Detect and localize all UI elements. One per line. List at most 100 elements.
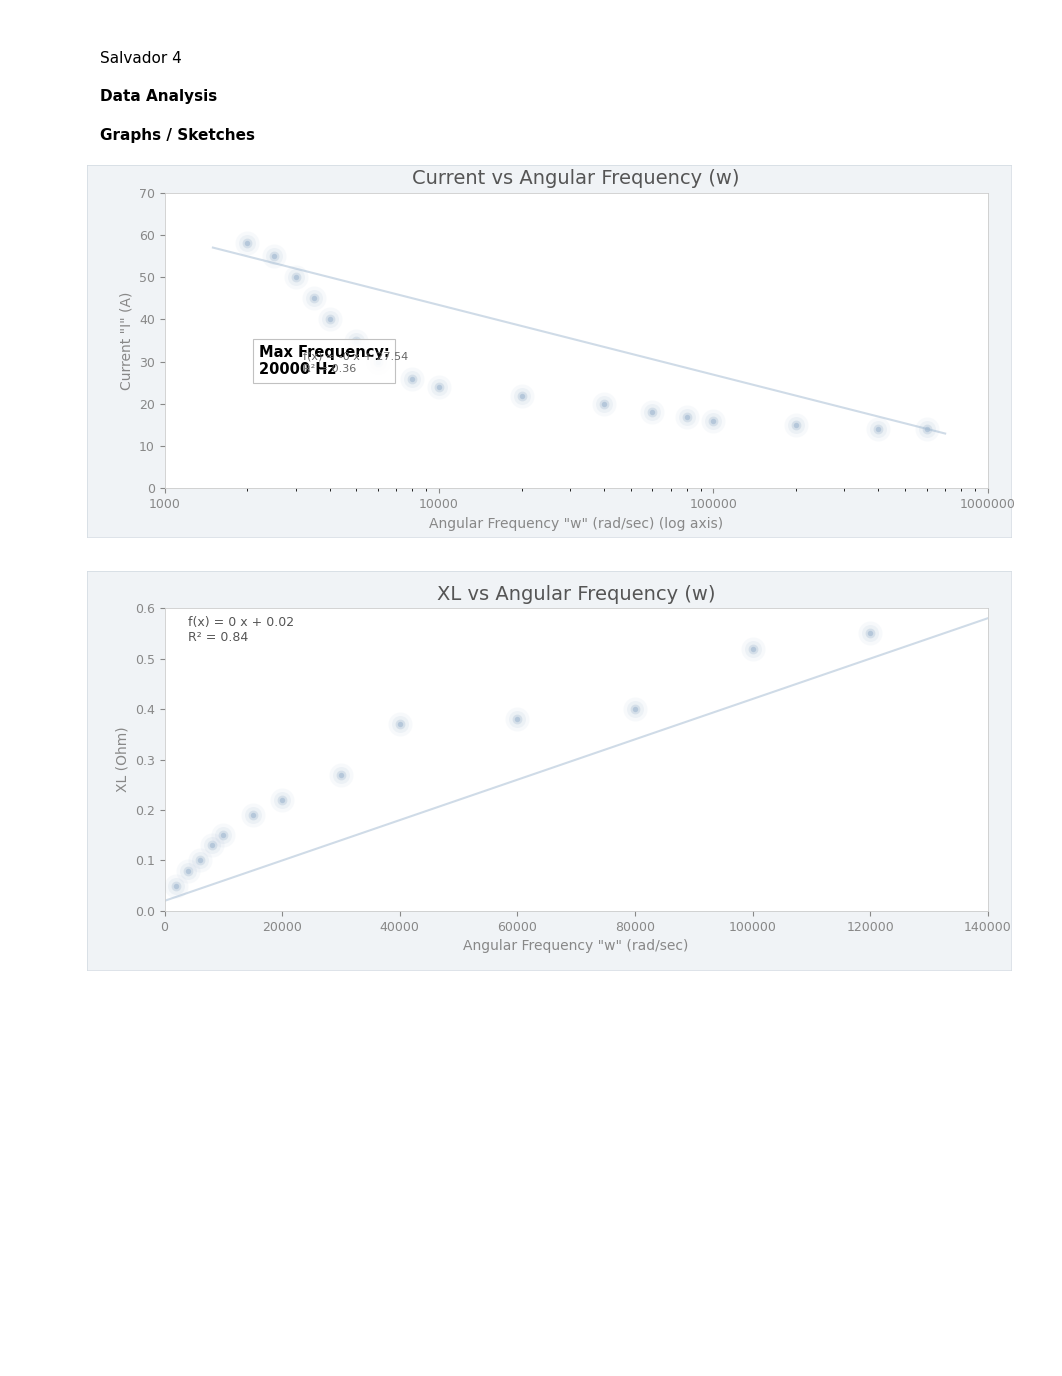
Point: [391, 713, 408, 735]
Text: R² = 0.36: R² = 0.36: [303, 365, 356, 374]
Y-axis label: XL (Ohm): XL (Ohm): [116, 727, 130, 793]
Point: [861, 622, 878, 644]
Point: [215, 824, 232, 846]
Point: [644, 402, 661, 424]
Point: [306, 288, 323, 310]
Text: f(x) = 0 x + 0.02
R² = 0.84: f(x) = 0 x + 0.02 R² = 0.84: [188, 616, 294, 644]
Point: [679, 406, 696, 428]
Point: [513, 384, 530, 406]
Point: [430, 376, 447, 398]
Point: [179, 860, 196, 882]
Point: [596, 394, 613, 416]
Point: [168, 875, 185, 897]
Text: Max Frequency:
20000 Hz: Max Frequency: 20000 Hz: [258, 345, 390, 377]
Point: [215, 824, 232, 846]
Point: [191, 849, 208, 871]
Point: [239, 233, 256, 255]
Point: [919, 418, 936, 440]
Point: [370, 351, 387, 373]
Point: [203, 834, 220, 856]
Point: [274, 788, 291, 810]
Point: [191, 849, 208, 871]
Point: [404, 367, 421, 389]
Point: [509, 709, 526, 731]
Point: [404, 367, 421, 389]
Point: [404, 367, 421, 389]
Point: [274, 788, 291, 810]
Point: [266, 245, 282, 267]
Point: [306, 288, 323, 310]
Point: [509, 709, 526, 731]
Point: [391, 713, 408, 735]
Point: [179, 860, 196, 882]
Point: [370, 351, 387, 373]
Point: [644, 402, 661, 424]
Point: [266, 245, 282, 267]
Point: [306, 288, 323, 310]
Point: [348, 329, 365, 351]
Y-axis label: Current "I" (A): Current "I" (A): [119, 292, 134, 389]
X-axis label: Angular Frequency "w" (rad/sec): Angular Frequency "w" (rad/sec): [463, 940, 689, 954]
Point: [168, 875, 185, 897]
Point: [322, 308, 339, 330]
Point: [274, 788, 291, 810]
Point: [705, 410, 722, 432]
Point: [239, 233, 256, 255]
Point: [679, 406, 696, 428]
Point: [861, 622, 878, 644]
Point: [322, 308, 339, 330]
Point: [348, 329, 365, 351]
Point: [179, 860, 196, 882]
Point: [679, 406, 696, 428]
Point: [644, 402, 661, 424]
Point: [919, 418, 936, 440]
Point: [787, 414, 804, 436]
Point: [203, 834, 220, 856]
Point: [322, 308, 339, 330]
Point: [870, 418, 887, 440]
Point: [596, 394, 613, 416]
Point: [705, 410, 722, 432]
Point: [244, 804, 261, 826]
Point: [430, 376, 447, 398]
Point: [191, 849, 208, 871]
Text: f(x) = -0 x + 27.54: f(x) = -0 x + 27.54: [303, 352, 408, 362]
Point: [627, 698, 644, 720]
Point: [332, 764, 349, 786]
Point: [203, 834, 220, 856]
Point: [274, 788, 291, 810]
Point: [705, 410, 722, 432]
Text: Graphs / Sketches: Graphs / Sketches: [100, 128, 255, 143]
Point: [244, 804, 261, 826]
Point: [513, 384, 530, 406]
Point: [627, 698, 644, 720]
Point: [861, 622, 878, 644]
Point: [348, 329, 365, 351]
Point: [266, 245, 282, 267]
Point: [513, 384, 530, 406]
Point: [322, 308, 339, 330]
Point: [679, 406, 696, 428]
Point: [168, 875, 185, 897]
Point: [430, 376, 447, 398]
Point: [744, 637, 761, 659]
Point: [168, 875, 185, 897]
Point: [787, 414, 804, 436]
Title: Current vs Angular Frequency (w): Current vs Angular Frequency (w): [412, 169, 740, 189]
Point: [287, 266, 304, 288]
Point: [244, 804, 261, 826]
Point: [870, 418, 887, 440]
Point: [239, 233, 256, 255]
Point: [919, 418, 936, 440]
Text: Data Analysis: Data Analysis: [100, 89, 217, 105]
Point: [215, 824, 232, 846]
Point: [391, 713, 408, 735]
Point: [287, 266, 304, 288]
Point: [287, 266, 304, 288]
Point: [370, 351, 387, 373]
Point: [861, 622, 878, 644]
Point: [509, 709, 526, 731]
Point: [919, 418, 936, 440]
Point: [332, 764, 349, 786]
Point: [705, 410, 722, 432]
